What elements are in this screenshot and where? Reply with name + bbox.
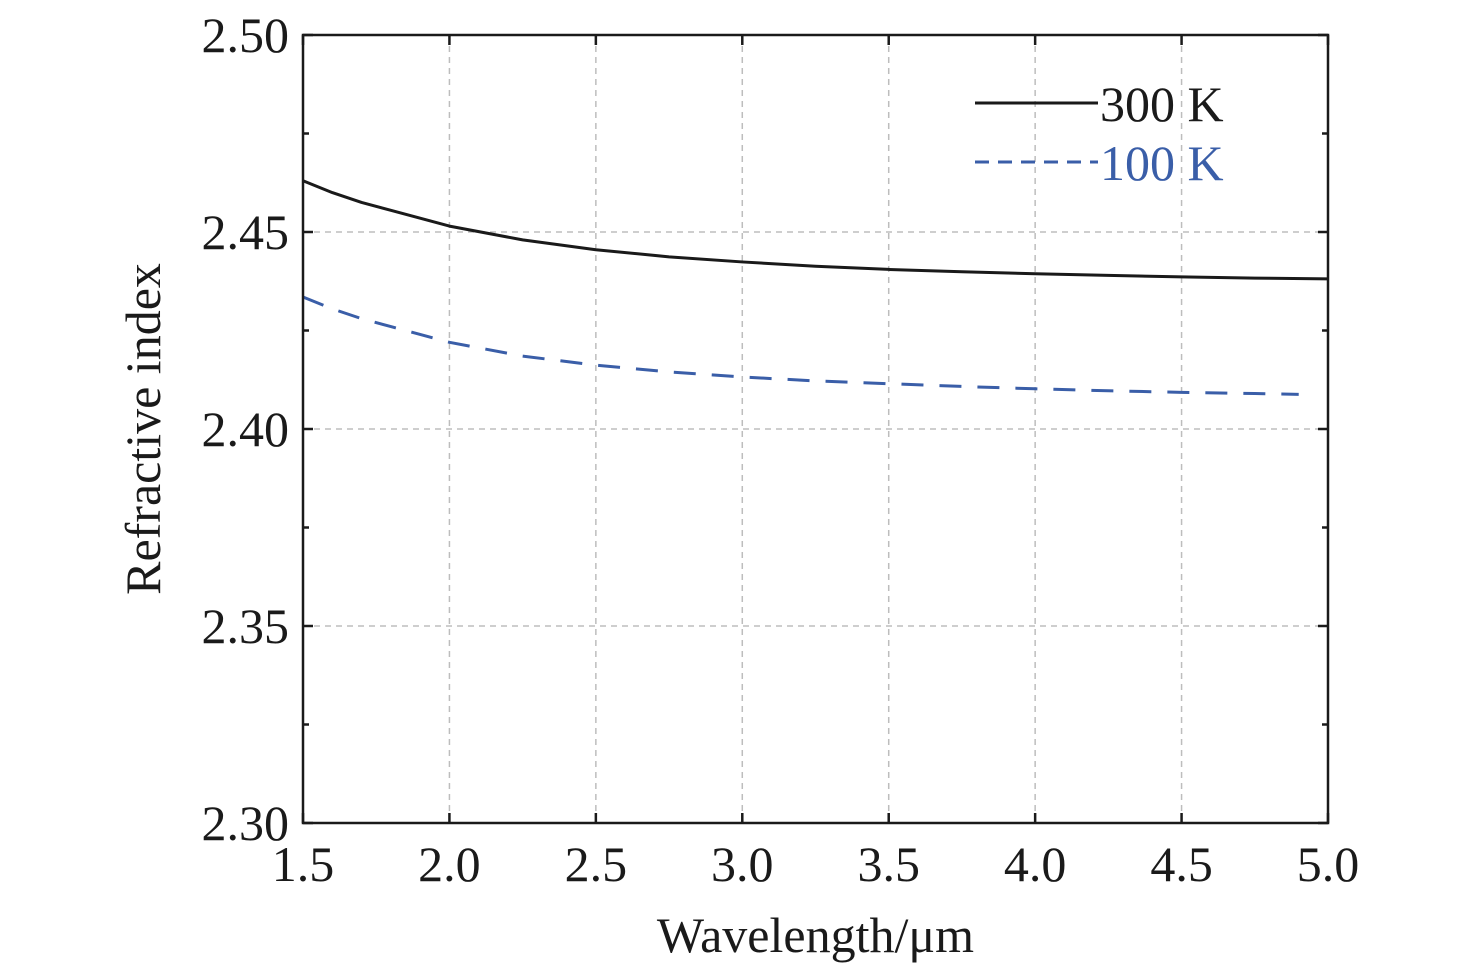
y-axis-title: Refractive index bbox=[115, 263, 171, 595]
x-tick-label: 4.5 bbox=[1150, 836, 1213, 892]
axis-ticks bbox=[301, 33, 1330, 825]
x-tick-label: 2.0 bbox=[418, 836, 481, 892]
y-tick-label: 2.50 bbox=[202, 7, 290, 63]
legend-label-300k: 300 K bbox=[1100, 76, 1224, 132]
x-tick-label: 4.0 bbox=[1004, 836, 1067, 892]
x-tick-label: 5.0 bbox=[1297, 836, 1360, 892]
series-line-300k bbox=[302, 179, 1329, 281]
legend-label-100k: 100 K bbox=[1100, 135, 1224, 191]
legend: 300 K 100 K bbox=[975, 76, 1224, 191]
y-tick-label: 2.30 bbox=[202, 795, 290, 851]
x-tick-label: 3.0 bbox=[711, 836, 774, 892]
x-tick-label: 3.5 bbox=[857, 836, 920, 892]
y-tick-label: 2.40 bbox=[202, 401, 290, 457]
x-tick-labels: 1.5 2.0 2.5 3.0 3.5 4.0 4.5 5.0 bbox=[272, 836, 1360, 892]
series-layer bbox=[302, 179, 1329, 396]
y-tick-labels: 2.30 2.35 2.40 2.45 2.50 bbox=[202, 7, 290, 851]
y-tick-label: 2.45 bbox=[202, 204, 290, 260]
y-tick-label: 2.35 bbox=[202, 598, 290, 654]
x-tick-label: 1.5 bbox=[272, 836, 335, 892]
x-axis-title: Wavelength/μm bbox=[657, 907, 974, 963]
x-tick-label: 2.5 bbox=[565, 836, 628, 892]
series-line-100k bbox=[302, 295, 1299, 396]
